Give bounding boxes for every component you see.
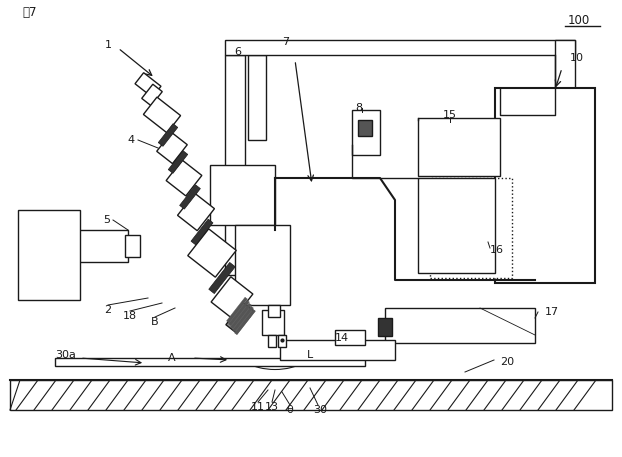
Text: 4: 4 xyxy=(128,135,135,145)
Text: 30a: 30a xyxy=(55,350,76,360)
Text: 17: 17 xyxy=(545,307,559,317)
Text: 図7: 図7 xyxy=(22,5,37,18)
Bar xyxy=(125,235,140,257)
Bar xyxy=(335,330,365,345)
Bar xyxy=(10,380,612,410)
Polygon shape xyxy=(234,309,256,335)
Polygon shape xyxy=(231,303,251,329)
Text: θ: θ xyxy=(287,405,294,415)
Polygon shape xyxy=(144,97,180,133)
Polygon shape xyxy=(191,219,213,245)
Bar xyxy=(278,335,286,347)
Text: 100: 100 xyxy=(568,14,590,27)
Text: 20: 20 xyxy=(500,357,514,367)
Polygon shape xyxy=(177,193,215,231)
Polygon shape xyxy=(211,277,253,319)
Bar xyxy=(555,40,575,100)
Text: A: A xyxy=(168,353,175,363)
Text: B: B xyxy=(151,317,159,327)
Bar xyxy=(225,40,575,55)
Text: 15: 15 xyxy=(443,110,457,120)
Polygon shape xyxy=(233,306,253,332)
Polygon shape xyxy=(188,229,236,277)
Bar xyxy=(248,55,266,140)
Text: 5: 5 xyxy=(103,215,110,225)
Text: 13: 13 xyxy=(265,402,279,412)
Bar xyxy=(385,308,535,343)
Bar xyxy=(358,120,372,136)
Text: 1: 1 xyxy=(104,40,111,50)
Text: 11: 11 xyxy=(251,402,265,412)
Polygon shape xyxy=(228,300,249,326)
Bar xyxy=(225,55,245,275)
Bar xyxy=(418,118,500,176)
Text: 8: 8 xyxy=(355,103,362,113)
Bar xyxy=(268,305,280,317)
Bar xyxy=(18,210,80,300)
Bar xyxy=(352,110,380,155)
Polygon shape xyxy=(180,185,200,209)
Bar xyxy=(210,165,275,225)
Polygon shape xyxy=(142,84,162,106)
Bar xyxy=(262,310,284,335)
Polygon shape xyxy=(157,133,187,164)
Text: 30: 30 xyxy=(313,405,327,415)
Text: L: L xyxy=(307,350,313,360)
Polygon shape xyxy=(226,303,254,333)
Polygon shape xyxy=(209,262,235,293)
Bar xyxy=(60,238,72,256)
Polygon shape xyxy=(158,124,178,146)
Text: 18: 18 xyxy=(123,311,137,321)
Bar xyxy=(378,318,392,336)
Bar xyxy=(280,340,395,360)
Bar xyxy=(235,225,290,305)
Text: 16: 16 xyxy=(490,245,504,255)
Bar xyxy=(430,178,512,278)
Bar xyxy=(68,230,128,262)
Text: 7: 7 xyxy=(282,37,289,47)
Text: 2: 2 xyxy=(104,305,111,315)
Text: 14: 14 xyxy=(335,333,349,343)
Text: 3: 3 xyxy=(244,310,251,320)
Polygon shape xyxy=(166,160,202,196)
Bar xyxy=(418,178,495,273)
Polygon shape xyxy=(226,297,248,323)
Text: 10: 10 xyxy=(570,53,584,63)
Polygon shape xyxy=(168,151,188,173)
Text: 6: 6 xyxy=(234,47,241,57)
Bar xyxy=(268,335,276,347)
Bar xyxy=(495,88,595,283)
Bar xyxy=(55,358,365,366)
Polygon shape xyxy=(135,73,161,97)
